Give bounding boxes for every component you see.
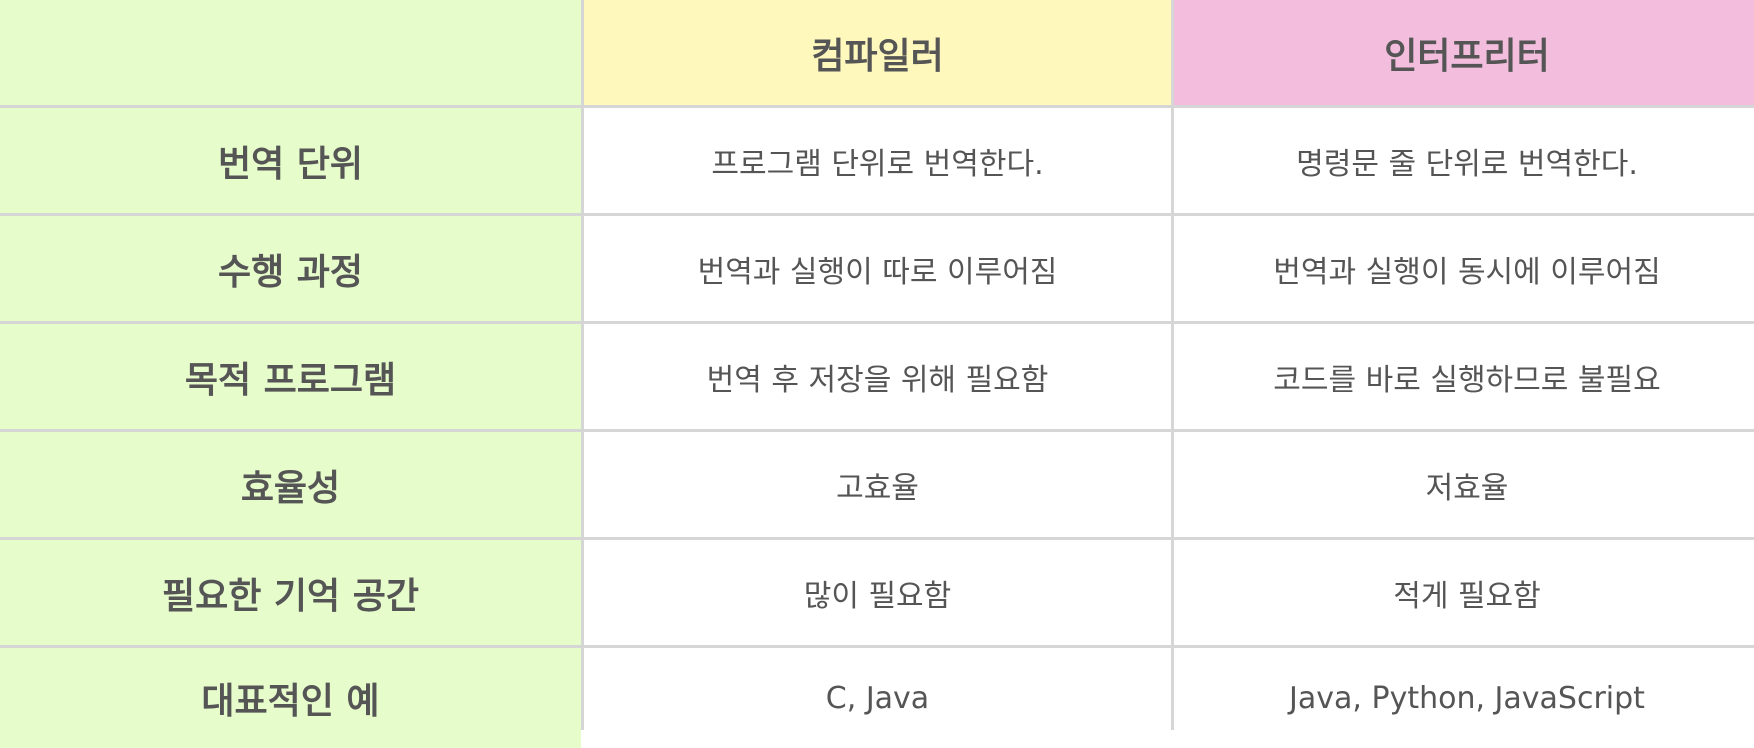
cell-interpreter-efficiency: 저효율 [1174,432,1754,537]
cell-compiler-memory-space: 많이 필요함 [584,540,1171,645]
cell-interpreter-execution-process: 번역과 실행이 동시에 이루어짐 [1174,216,1754,321]
cell-compiler-object-program: 번역 후 저장을 위해 필요함 [584,324,1171,429]
row-label-execution-process: 수행 과정 [0,216,581,321]
row-label-object-program: 목적 프로그램 [0,324,581,429]
row-label-memory-space: 필요한 기억 공간 [0,540,581,645]
row-label-translation-unit: 번역 단위 [0,108,581,213]
cell-compiler-examples: C, Java [584,648,1171,748]
row-label-examples: 대표적인 예 [0,648,581,748]
header-interpreter: 인터프리터 [1174,0,1754,105]
cell-compiler-efficiency: 고효율 [584,432,1171,537]
cell-interpreter-memory-space: 적게 필요함 [1174,540,1754,645]
header-corner-cell [0,0,581,105]
header-compiler: 컴파일러 [584,0,1171,105]
cell-interpreter-object-program: 코드를 바로 실행하므로 불필요 [1174,324,1754,429]
cell-interpreter-examples: Java, Python, JavaScript [1174,648,1754,748]
cell-compiler-translation-unit: 프로그램 단위로 번역한다. [584,108,1171,213]
cell-interpreter-translation-unit: 명령문 줄 단위로 번역한다. [1174,108,1754,213]
row-label-efficiency: 효율성 [0,432,581,537]
cell-compiler-execution-process: 번역과 실행이 따로 이루어짐 [584,216,1171,321]
